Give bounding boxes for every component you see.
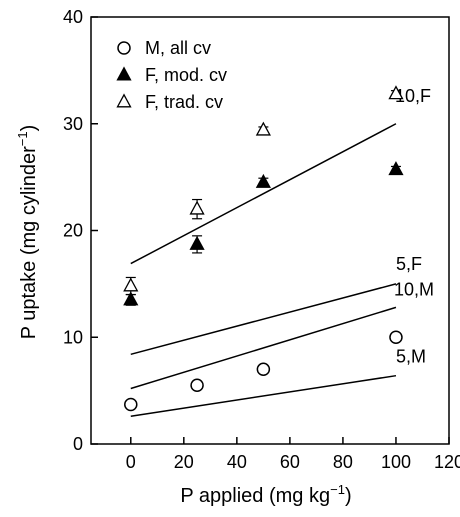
regression-line: [130, 306, 397, 390]
x-tick-label: 20: [174, 452, 194, 472]
x-tick-label: 100: [381, 452, 411, 472]
y-tick-label: 10: [63, 327, 83, 347]
regression-line-label: 10,M: [394, 279, 434, 299]
y-axis-label: P uptake (mg cylinder−1): [15, 125, 40, 340]
legend-label: F, mod. cv: [145, 65, 227, 85]
data-point-open-triangle: [255, 121, 271, 136]
data-point-open-triangle: [123, 277, 139, 292]
regression-line-label: 5,M: [396, 347, 426, 367]
regression-line: [130, 283, 397, 356]
data-point-filled-triangle: [255, 173, 271, 188]
data-point-circle: [389, 330, 403, 344]
regression-line-label: 10,F: [395, 86, 431, 106]
legend-label: M, all cv: [145, 38, 211, 58]
x-tick-label: 60: [280, 452, 300, 472]
data-point-filled-triangle: [189, 235, 205, 250]
data-point-filled-triangle: [388, 161, 404, 176]
x-tick-label: 120: [434, 452, 460, 472]
y-tick-label: 20: [63, 221, 83, 241]
x-tick-label: 0: [126, 452, 136, 472]
regression-line: [130, 374, 397, 417]
data-point-open-triangle: [189, 200, 205, 215]
y-tick-label: 30: [63, 114, 83, 134]
data-points: [123, 85, 404, 412]
data-point-circle: [117, 41, 131, 55]
data-point-open-triangle: [116, 93, 132, 108]
x-tick-label: 40: [227, 452, 247, 472]
regression-line: [130, 123, 397, 265]
regression-lines: 10,F 5,F 10,M 5,M: [130, 86, 434, 417]
regression-line-label: 5,F: [396, 254, 422, 274]
data-point-open-triangle: [388, 85, 404, 100]
x-tick-label: 80: [333, 452, 353, 472]
data-point-filled-triangle: [123, 291, 139, 306]
data-point-circle: [124, 397, 138, 412]
y-tick-label: 0: [73, 434, 83, 454]
axis-labels: P applied (mg kg−1) P uptake (mg cylinde…: [15, 125, 352, 507]
data-point-filled-triangle: [116, 66, 132, 81]
y-tick-label: 40: [63, 7, 83, 27]
data-point-circle: [190, 378, 204, 393]
x-axis-label: P applied (mg kg−1): [180, 482, 351, 507]
legend: M, all cv F, mod. cv F, trad. cv: [116, 38, 227, 112]
data-point-circle: [256, 362, 271, 377]
axes: 0 20 40 60 80 100 120 0 10 20 30 40: [63, 7, 460, 472]
legend-label: F, trad. cv: [145, 92, 223, 112]
